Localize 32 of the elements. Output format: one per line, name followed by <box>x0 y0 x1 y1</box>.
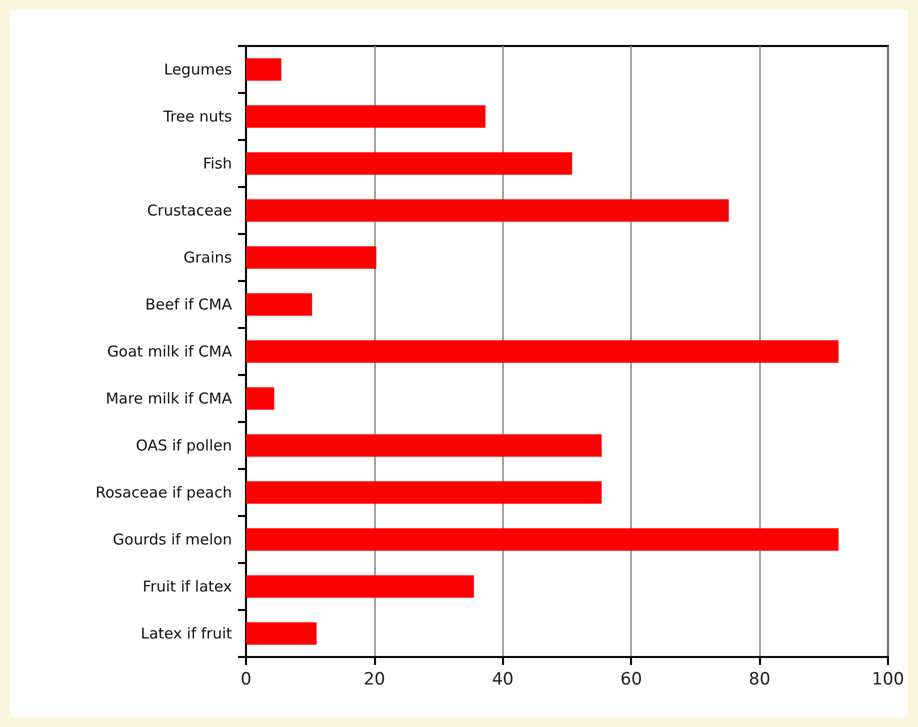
bar <box>246 340 839 363</box>
bar <box>246 58 282 81</box>
bar <box>246 481 602 504</box>
y-tick-label: Latex if fruit <box>140 624 232 642</box>
y-tick-label: Goat milk if CMA <box>107 342 233 360</box>
y-tick-label: Fruit if latex <box>142 578 232 596</box>
x-tick-label: 20 <box>364 670 386 690</box>
y-tick-label: Crustaceae <box>147 202 232 220</box>
x-tick-label: 80 <box>748 670 770 690</box>
x-tick-label: 60 <box>620 670 642 690</box>
y-tick-label: Grains <box>184 248 232 266</box>
x-tick-label: 40 <box>492 670 514 690</box>
bar <box>246 246 376 269</box>
y-tick-label: Tree nuts <box>162 108 232 126</box>
bar <box>246 293 312 316</box>
bar <box>246 152 572 175</box>
y-tick-label: Rosaceae if peach <box>95 484 232 502</box>
x-tick-label: 0 <box>240 670 252 690</box>
y-tick-label: OAS if pollen <box>136 436 232 454</box>
bar <box>246 199 729 222</box>
y-tick-label: Gourds if melon <box>112 530 232 548</box>
bar <box>246 528 839 551</box>
x-tick-label: 100 <box>872 670 904 690</box>
bar <box>246 434 602 457</box>
bar <box>246 622 317 645</box>
y-tick-label: Beef if CMA <box>145 296 233 314</box>
y-tick-label: Mare milk if CMA <box>106 390 233 408</box>
y-tick-label: Legumes <box>164 60 232 78</box>
bar <box>246 575 474 598</box>
bar <box>246 387 274 410</box>
bar <box>246 105 486 128</box>
y-tick-label: Fish <box>202 154 232 172</box>
